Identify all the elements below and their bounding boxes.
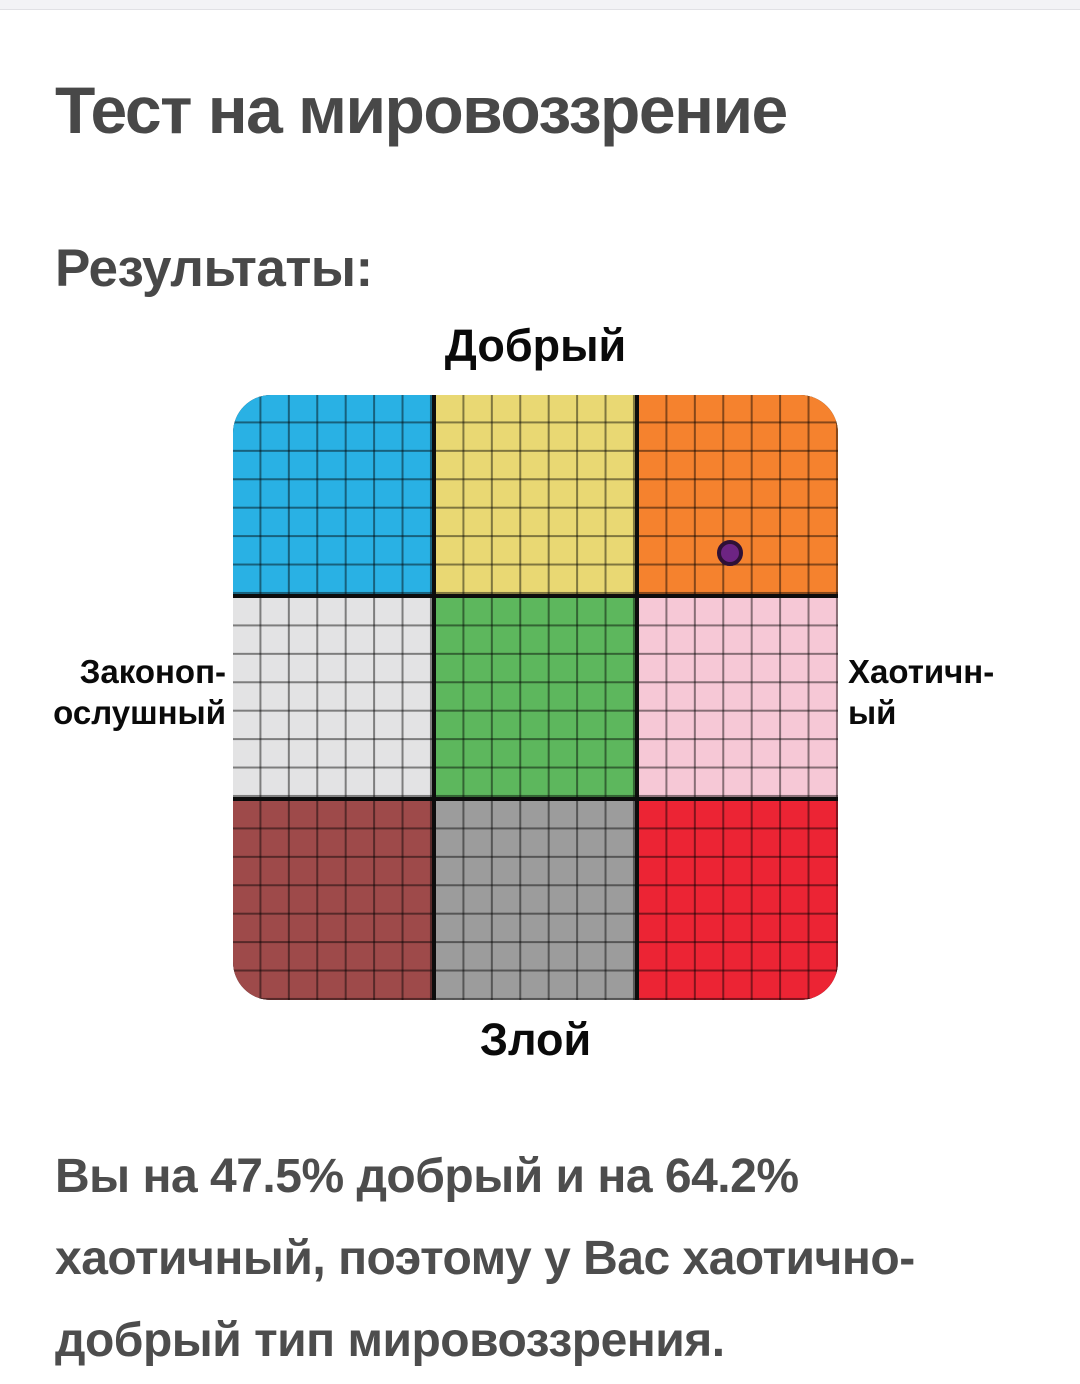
result-text-line3: добрый тип мировоззрения.	[55, 1314, 725, 1367]
browser-top-strip	[0, 0, 1080, 10]
axis-label-chaotic: Хаотичн- ый	[848, 651, 994, 733]
alignment-chart	[233, 395, 838, 1000]
result-point	[716, 539, 743, 566]
cell-neutral-evil	[436, 801, 635, 1000]
axis-label-lawful-line1: Законоп-	[79, 653, 226, 690]
cell-lawful-neutral	[233, 598, 432, 797]
cell-true-neutral	[436, 598, 635, 797]
result-text-line2: хаотичный, поэтому у Вас хаотично-	[55, 1232, 915, 1285]
axis-label-chaotic-line1: Хаотичн-	[848, 653, 995, 690]
axis-label-good: Добрый	[444, 320, 627, 371]
results-heading: Результаты:	[55, 238, 373, 298]
page-title: Тест на мировоззрение	[55, 73, 788, 148]
axis-label-chaotic-line2: ый	[848, 694, 897, 731]
axis-label-evil: Злой	[479, 1014, 592, 1065]
cell-chaotic-good	[639, 395, 838, 594]
result-text-line1: Вы на 47.5% добрый и на 64.2%	[55, 1150, 799, 1203]
cell-chaotic-evil	[639, 801, 838, 1000]
cell-lawful-good	[233, 395, 432, 594]
cell-neutral-good	[436, 395, 635, 594]
result-text: Вы на 47.5% добрый и на 64.2% хаотичный,…	[55, 1136, 1035, 1382]
axis-label-lawful: Законоп- ослушный	[0, 651, 226, 733]
cell-chaotic-neutral	[639, 598, 838, 797]
cell-lawful-evil	[233, 801, 432, 1000]
axis-label-lawful-line2: ослушный	[53, 694, 226, 731]
